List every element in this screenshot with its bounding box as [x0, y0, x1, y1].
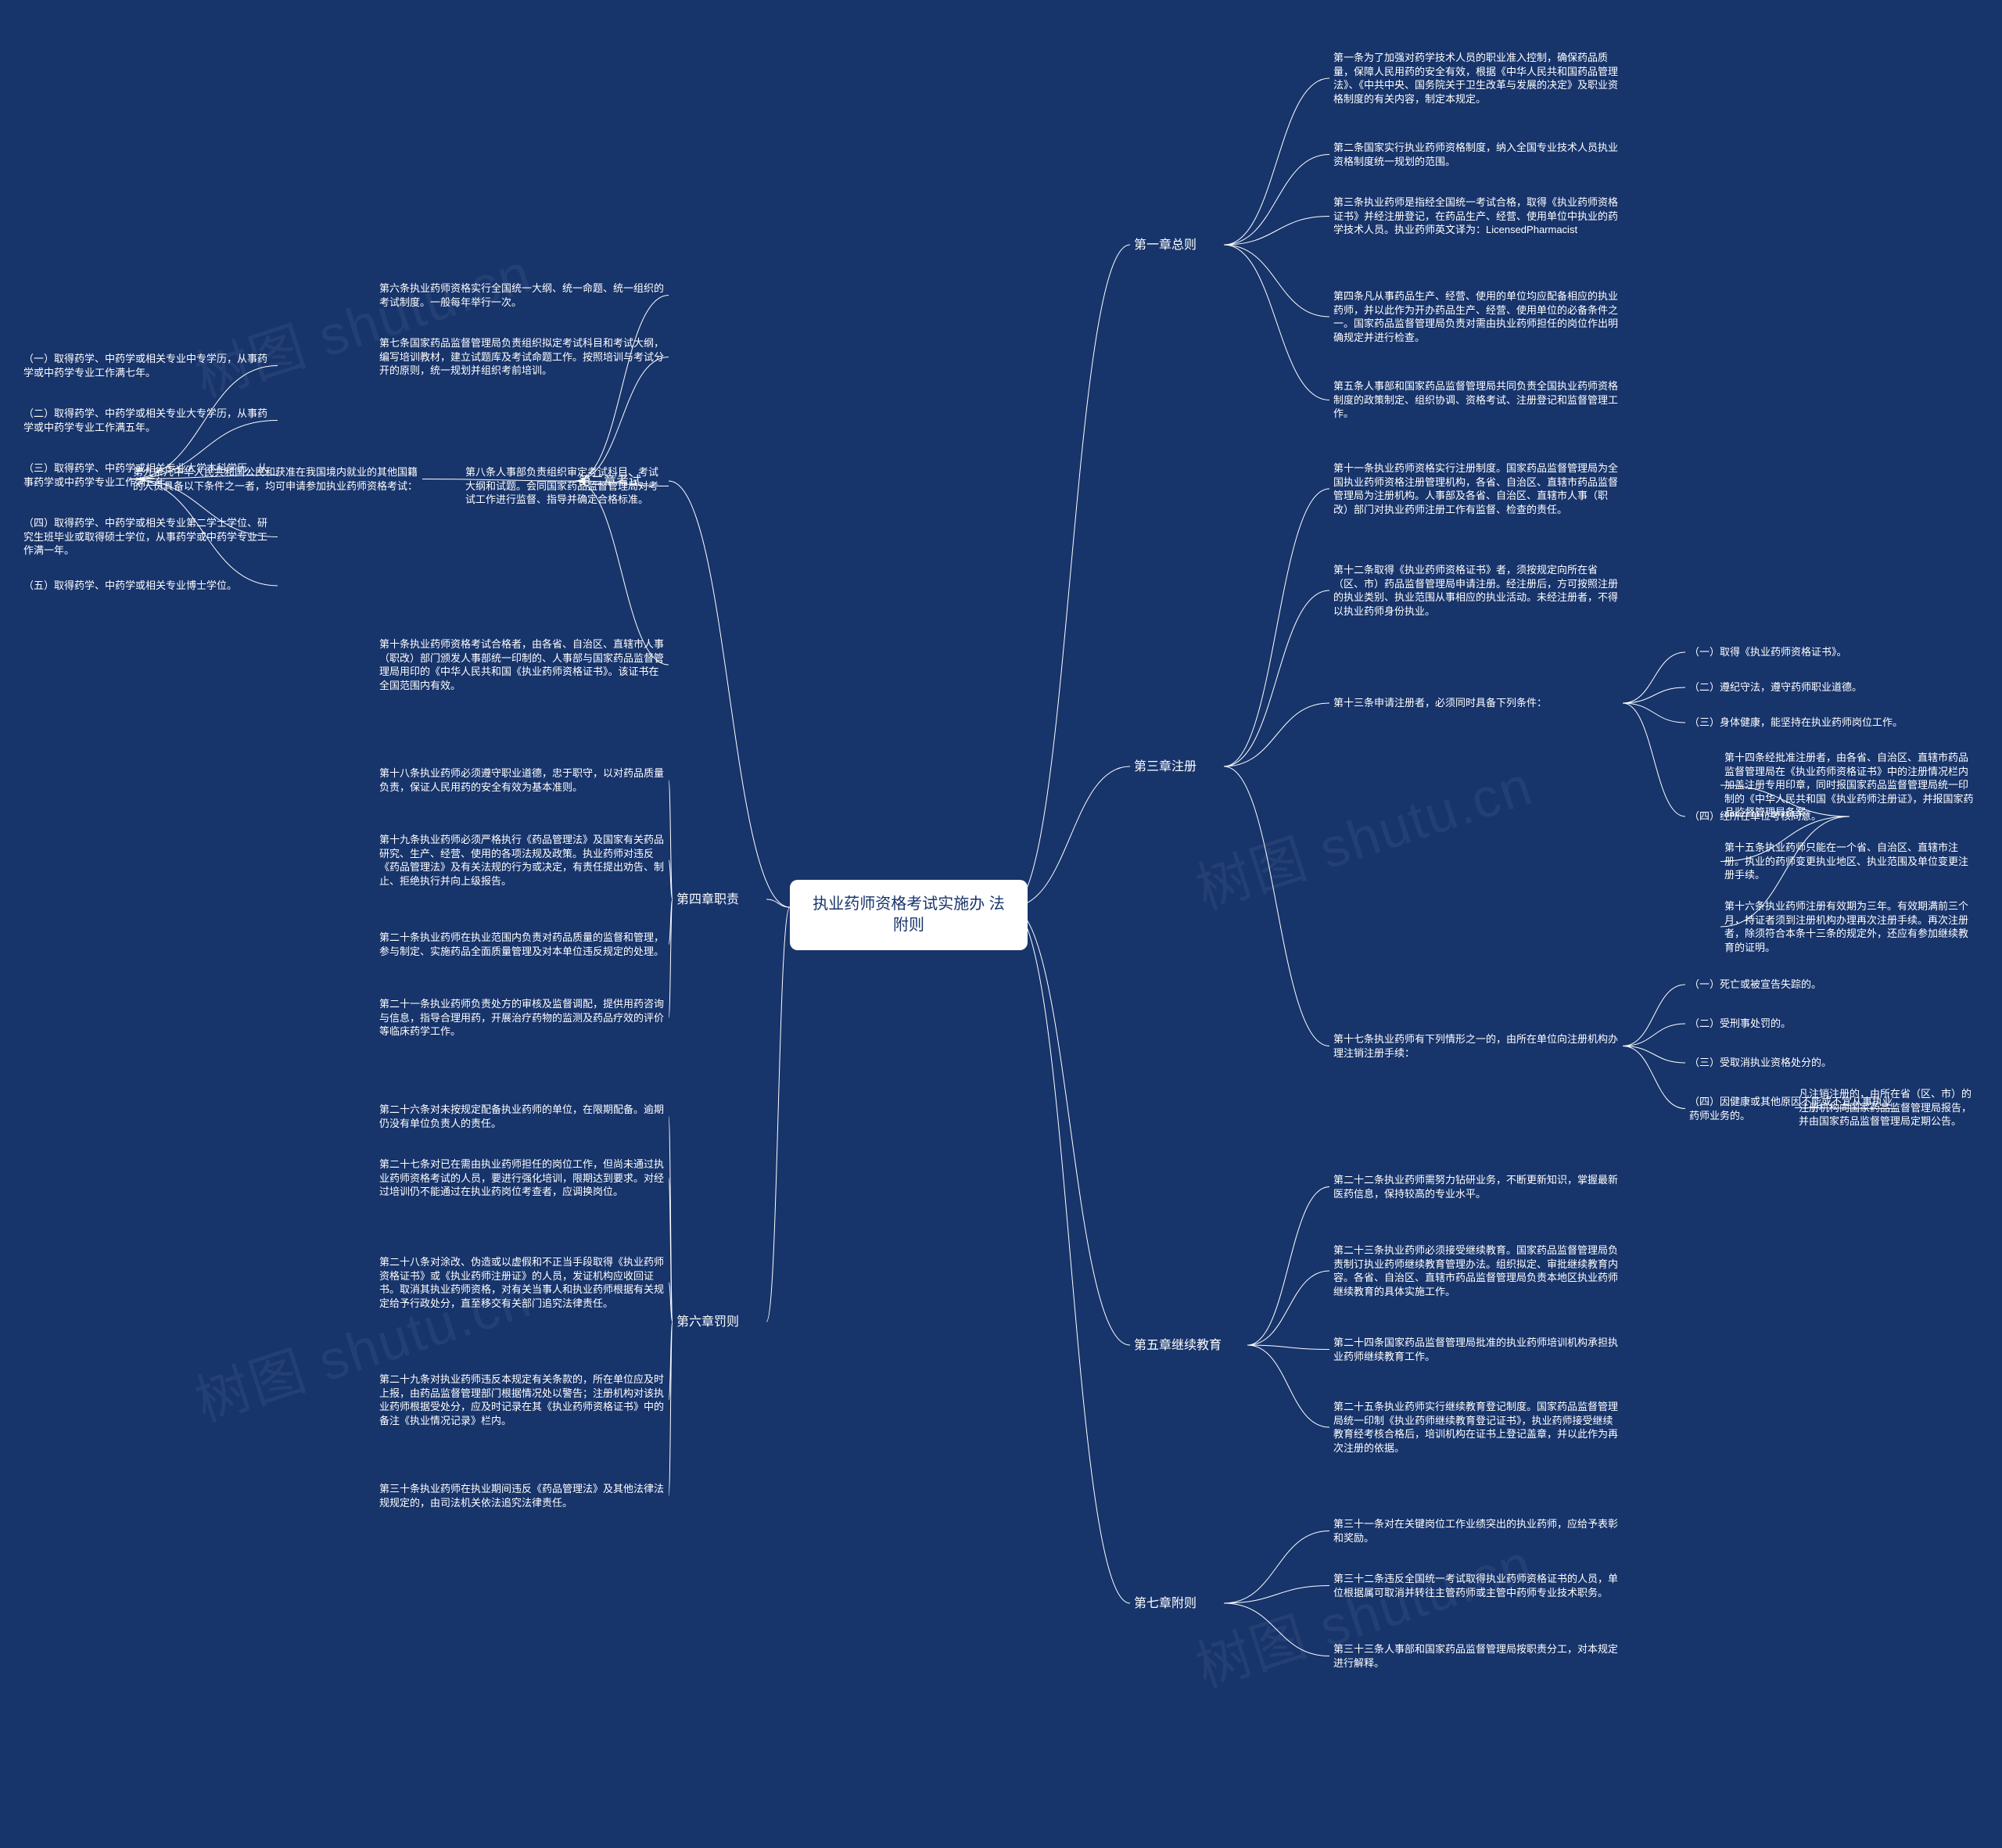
leaf-node: 第二十九条对执业药师违反本规定有关条款的，所在单位应及时上报，由药品监督管理部门…	[379, 1373, 665, 1427]
leaf-node: 第十八条执业药师必须遵守职业道德，忠于职守，以对药品质量负责，保证人民用药的安全…	[379, 766, 665, 794]
leaf-node: 第二十条执业药师在执业范围内负责对药品质量的监督和管理，参与制定、实施药品全面质…	[379, 931, 665, 958]
leaf-node: 第二十八条对涂改、伪造或以虚假和不正当手段取得《执业药师资格证书》或《执业药师注…	[379, 1255, 665, 1310]
leaf-node: 凡注销注册的，由所在省（区、市）的注册机构向国家药品监督管理局报告，并由国家药品…	[1799, 1087, 1979, 1129]
chapter-node: 第六章罚则	[676, 1314, 762, 1331]
leaf-node: （五）取得药学、中药学或相关专业博士学位。	[23, 579, 274, 593]
leaf-node: （四）取得药学、中药学或相关专业第二学士学位、研究生班毕业或取得硕士学位，从事药…	[23, 516, 274, 558]
chapter-node: 第一章总则	[1134, 237, 1220, 254]
leaf-node: （二）取得药学、中药学或相关专业大专学历，从事药学或中药学专业工作满五年。	[23, 407, 274, 434]
root-node: 执业药师资格考试实施办 法附则	[790, 880, 1028, 950]
leaf-node: 第二十七条对已在需由执业药师担任的岗位工作，但尚未通过执业药师资格考试的人员，要…	[379, 1157, 665, 1199]
leaf-node: 第二十六条对未按规定配备执业药师的单位，在限期配备。逾期仍没有单位负责人的责任。	[379, 1103, 665, 1130]
leaf-node: 第三十三条人事部和国家药品监督管理局按职责分工，对本规定进行解释。	[1333, 1642, 1619, 1670]
chapter-node: 第三章注册	[1134, 759, 1220, 776]
leaf-node: 第十一条执业药师资格实行注册制度。国家药品监督管理局为全国执业药师资格注册管理机…	[1333, 461, 1619, 516]
leaf-node: 第七条国家药品监督管理局负责组织拟定考试科目和考试大纲，编写培训教材，建立试题库…	[379, 336, 665, 378]
watermark: 树图 shutu.cn	[1185, 742, 1541, 925]
leaf-node: 第三十二条违反全国统一考试取得执业药师资格证书的人员，单位根据属可取消并转往主管…	[1333, 1572, 1619, 1599]
leaf-node: 第五条人事部和国家药品监督管理局共同负责全国执业药师资格制度的政策制定、组织协调…	[1333, 379, 1619, 421]
leaf-node: 第十三条申请注册者，必须同时具备下列条件：	[1333, 696, 1619, 710]
leaf-node: （二）遵纪守法，遵守药师职业道德。	[1689, 680, 1947, 694]
leaf-node: 第三十条执业药师在执业期间违反《药品管理法》及其他法律法规规定的，由司法机关依法…	[379, 1482, 665, 1509]
leaf-node: 第二条国家实行执业药师资格制度，纳入全国专业技术人员执业资格制度统一规划的范围。	[1333, 141, 1619, 168]
leaf-node: 第二十五条执业药师实行继续教育登记制度。国家药品监督管理局统一印制《执业药师继续…	[1333, 1400, 1619, 1455]
leaf-node: 第十二条取得《执业药师资格证书》者，须按规定向所在省（区、市）药品监督管理局申请…	[1333, 563, 1619, 618]
leaf-node: 第二十四条国家药品监督管理局批准的执业药师培训机构承担执业药师继续教育工作。	[1333, 1336, 1619, 1363]
chapter-node: 第七章附则	[1134, 1595, 1220, 1613]
leaf-node: （一）取得药学、中药学或相关专业中专学历，从事药学或中药学专业工作满七年。	[23, 352, 274, 379]
leaf-node: （一）死亡或被宣告失踪的。	[1689, 978, 1893, 992]
leaf-node: 第三十一条对在关键岗位工作业绩突出的执业药师，应给予表彰和奖励。	[1333, 1517, 1619, 1545]
leaf-node: 第十九条执业药师必须严格执行《药品管理法》及国家有关药品研究、生产、经营、使用的…	[379, 833, 665, 888]
leaf-node: 第十四条经批准注册者，由各省、自治区、直辖市药品监督管理局在《执业药师资格证书》…	[1724, 751, 1975, 820]
leaf-node: （三）身体健康，能坚持在执业药师岗位工作。	[1689, 716, 1947, 730]
leaf-node: 第十五条执业药师只能在一个省、自治区、直辖市注册。执业的药师变更执业地区、执业范…	[1724, 841, 1975, 882]
chapter-node: 第五章继续教育	[1134, 1337, 1243, 1355]
leaf-node: 第四条凡从事药品生产、经营、使用的单位均应配备相应的执业药师，并以此作为开办药品…	[1333, 289, 1619, 344]
leaf-node: （一）取得《执业药师资格证书》。	[1689, 645, 1947, 659]
leaf-node: 第一条为了加强对药学技术人员的职业准入控制，确保药品质量，保障人民用药的安全有效…	[1333, 51, 1619, 106]
leaf-node: 第六条执业药师资格实行全国统一大纲、统一命题、统一组织的考试制度。一般每年举行一…	[379, 282, 665, 309]
mindmap-canvas: 树图 shutu.cn树图 shutu.cn树图 shutu.cn树图 shut…	[0, 0, 2002, 1848]
leaf-node: （三）受取消执业资格处分的。	[1689, 1056, 1893, 1070]
leaf-node: 第二十二条执业药师需努力钻研业务，不断更新知识，掌握最新医药信息，保持较高的专业…	[1333, 1173, 1619, 1200]
chapter-node: 第四章职责	[676, 892, 762, 909]
leaf-node: 第十七条执业药师有下列情形之一的，由所在单位向注册机构办理注销注册手续：	[1333, 1032, 1619, 1060]
watermark: 树图 shutu.cn	[184, 230, 540, 413]
leaf-node: 第八条人事部负责组织审定考试科目、考试大纲和试题。会同国家药品监督管理局对考试工…	[465, 465, 665, 507]
leaf-node: 第二十一条执业药师负责处方的审核及监督调配，提供用药咨询与信息，指导合理用药，开…	[379, 997, 665, 1039]
leaf-node: （二）受刑事处罚的。	[1689, 1017, 1893, 1031]
leaf-node: 第十条执业药师资格考试合格者，由各省、自治区、直辖市人事（职改）部门颁发人事部统…	[379, 637, 665, 692]
watermark: 树图 shutu.cn	[1185, 1520, 1541, 1703]
leaf-node: 第三条执业药师是指经全国统一考试合格，取得《执业药师资格证书》并经注册登记，在药…	[1333, 196, 1619, 237]
leaf-node: 第十六条执业药师注册有效期为三年。有效期满前三个月，持证者须到注册机构办理再次注…	[1724, 899, 1975, 954]
leaf-node: （三）取得药学、中药学或相关专业大学本科学历，从事药学或中药学专业工作满三年。	[23, 461, 274, 489]
leaf-node: 第二十三条执业药师必须接受继续教育。国家药品监督管理局负责制订执业药师继续教育管…	[1333, 1243, 1619, 1298]
